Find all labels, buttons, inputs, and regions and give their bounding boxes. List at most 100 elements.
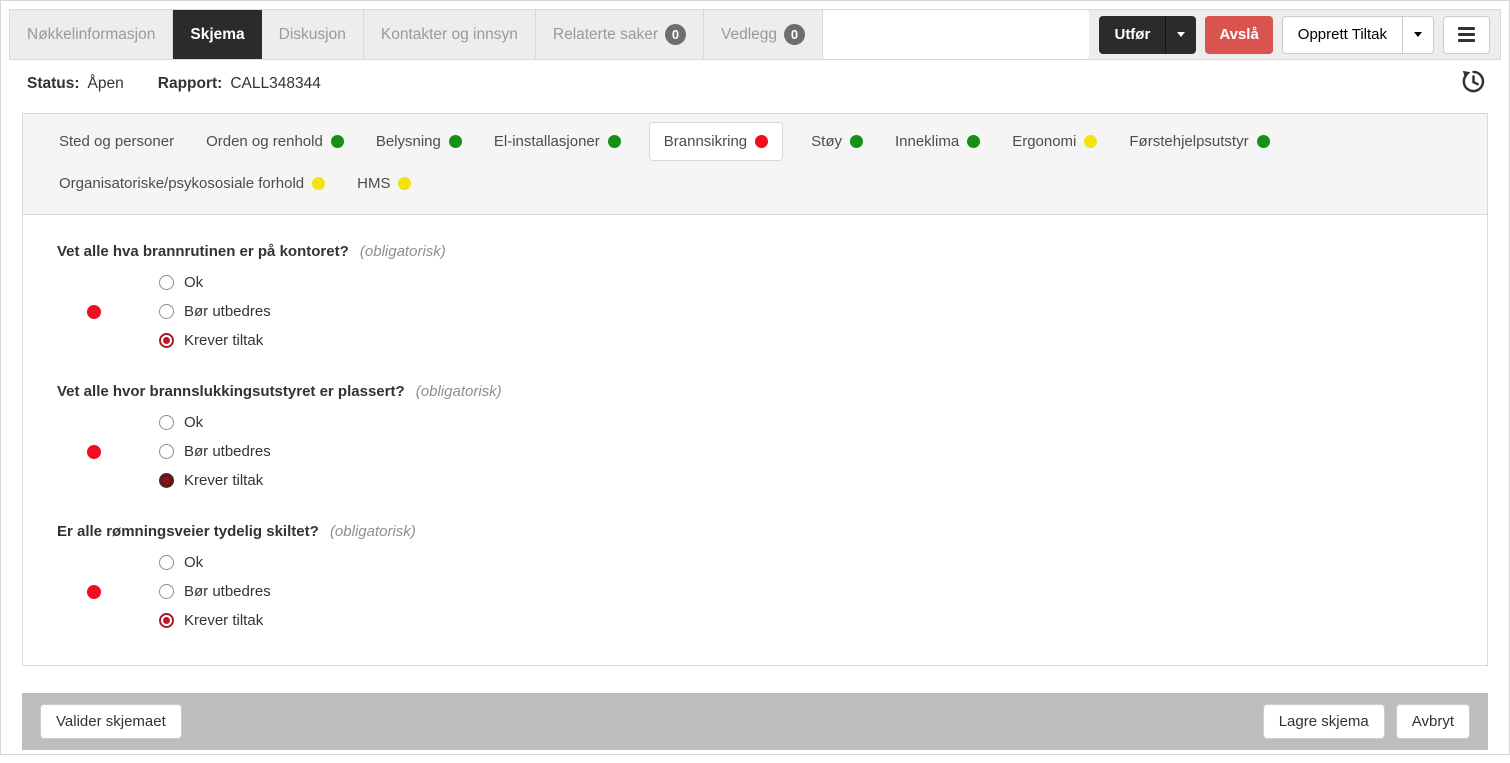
status-dot — [398, 176, 412, 190]
radio-label: Bør utbedres — [184, 583, 271, 600]
radio-icon-selected[interactable] — [159, 473, 174, 488]
section-tab-label: HMS — [357, 174, 391, 192]
radio-option-krever-tiltak[interactable]: Krever tiltak — [159, 328, 271, 353]
section-tab-label: Organisatoriske/psykososiale forhold — [59, 174, 305, 192]
question-brannslukkingsutstyret: Vet alle hvor brannslukkingsutstyret er … — [57, 383, 1453, 493]
radio-group: Ok Bør utbedres Krever tiltak — [159, 550, 271, 633]
section-tab-label: Belysning — [375, 132, 441, 150]
history-button[interactable] — [1460, 68, 1487, 98]
avsla-button[interactable]: Avslå — [1205, 15, 1273, 54]
tab-nokkelinformasjon[interactable]: Nøkkelinformasjon — [10, 10, 174, 59]
toolbar-empty-area — [823, 10, 1090, 59]
section-tab-orden-og-renhold[interactable]: Orden og renhold — [206, 133, 344, 150]
chevron-down-icon — [1177, 32, 1186, 37]
section-tab-label: Ergonomi — [1012, 132, 1077, 150]
tab-kontakter-og-innsyn[interactable]: Kontakter og innsyn — [364, 10, 536, 59]
tab-relaterte-saker[interactable]: Relaterte saker 0 — [536, 10, 704, 59]
radio-option-ok[interactable]: Ok — [159, 410, 271, 435]
utfor-dropdown-button[interactable] — [1165, 15, 1196, 54]
tab-diskusjon[interactable]: Diskusjon — [262, 10, 364, 59]
form-panel: Sted og personer Orden og renhold Belysn… — [22, 113, 1488, 666]
required-label: (obligatorisk) — [329, 523, 416, 540]
question-text: Vet alle hvor brannslukkingsutstyret er … — [57, 383, 405, 400]
section-tab-row-2: Organisatoriske/psykososiale forhold HMS — [43, 162, 1487, 204]
tab-label: Vedlegg — [720, 25, 778, 43]
radio-option-bor-utbedres[interactable]: Bør utbedres — [159, 579, 271, 604]
section-tab-el-installasjoner[interactable]: El-installasjoner — [494, 133, 621, 150]
radio-label: Krever tiltak — [184, 472, 264, 489]
section-tab-stoy[interactable]: Støy — [811, 133, 863, 150]
utfor-split-button: Utfør — [1099, 15, 1197, 54]
radio-icon[interactable] — [159, 555, 174, 570]
tab-skjema[interactable]: Skjema — [173, 10, 262, 59]
radio-option-ok[interactable]: Ok — [159, 550, 271, 575]
radio-option-ok[interactable]: Ok — [159, 270, 271, 295]
status-row: Status: Åpen Rapport: CALL348344 — [9, 60, 1501, 102]
radio-label: Ok — [184, 414, 204, 431]
radio-icon[interactable] — [159, 304, 174, 319]
tab-label: Relaterte saker — [552, 25, 658, 43]
section-tab-organisatoriske[interactable]: Organisatoriske/psykososiale forhold — [59, 174, 326, 192]
section-tab-belysning[interactable]: Belysning — [376, 133, 462, 150]
question-title: Vet alle hvor brannslukkingsutstyret er … — [57, 383, 1453, 400]
section-tab-ergonomi[interactable]: Ergonomi — [1012, 132, 1098, 150]
radio-icon[interactable] — [159, 584, 174, 599]
history-icon — [1462, 70, 1485, 93]
section-tab-label: Orden og renhold — [206, 132, 323, 150]
tab-label: Diskusjon — [278, 25, 346, 43]
question-title: Vet alle hva brannrutinen er på kontoret… — [57, 243, 1453, 260]
radio-group: Ok Bør utbedres Krever tiltak — [159, 410, 271, 493]
utfor-button[interactable]: Utfør — [1099, 16, 1165, 54]
report-value: CALL348344 — [230, 75, 321, 92]
required-label: (obligatorisk) — [359, 243, 446, 260]
radio-icon[interactable] — [159, 444, 174, 459]
radio-label: Krever tiltak — [184, 612, 264, 629]
radio-option-krever-tiltak[interactable]: Krever tiltak — [159, 468, 271, 493]
section-tab-inneklima[interactable]: Inneklima — [894, 132, 981, 150]
question-status-dot — [87, 304, 101, 319]
required-label: (obligatorisk) — [415, 383, 502, 400]
radio-option-krever-tiltak[interactable]: Krever tiltak — [159, 608, 271, 633]
section-tab-hms[interactable]: HMS — [357, 174, 412, 192]
status-value: Åpen — [87, 75, 124, 92]
radio-icon[interactable] — [159, 415, 174, 430]
lagre-skjema-button[interactable]: Lagre skjema — [1262, 704, 1385, 739]
count-badge: 0 — [784, 24, 806, 45]
valider-skjemaet-button[interactable]: Valider skjemaet — [40, 704, 182, 739]
footer-right-buttons: Lagre skjema Avbryt — [1262, 704, 1470, 739]
question-body: Ok Bør utbedres Krever tiltak — [57, 550, 1453, 633]
radio-icon[interactable] — [159, 275, 174, 290]
section-tab-brannsikring[interactable]: Brannsikring — [648, 121, 784, 161]
opprett-tiltak-button[interactable]: Opprett Tiltak — [1283, 17, 1402, 53]
question-brannrutinen: Vet alle hva brannrutinen er på kontoret… — [57, 243, 1453, 353]
avbryt-button[interactable]: Avbryt — [1395, 704, 1470, 739]
radio-icon-selected[interactable] — [159, 613, 174, 628]
status-dot — [755, 134, 769, 148]
section-tab-label: Inneklima — [894, 132, 960, 150]
questions-area: Vet alle hva brannrutinen er på kontoret… — [23, 215, 1487, 665]
status-dot — [849, 134, 863, 148]
radio-icon-selected[interactable] — [159, 333, 174, 348]
section-tab-sted-og-personer[interactable]: Sted og personer — [59, 133, 174, 150]
radio-option-bor-utbedres[interactable]: Bør utbedres — [159, 299, 271, 324]
status-dot — [1084, 134, 1098, 148]
menu-button[interactable] — [1443, 15, 1490, 54]
top-tab-bar: Nøkkelinformasjon Skjema Diskusjon Konta… — [9, 9, 1501, 60]
footer-bar: Valider skjemaet Lagre skjema Avbryt — [22, 693, 1488, 750]
question-status-dot — [87, 584, 101, 599]
status-dot — [607, 134, 621, 148]
section-tab-label: El-installasjoner — [493, 132, 600, 150]
question-status-dot — [87, 444, 101, 459]
chevron-down-icon — [1414, 32, 1422, 37]
opprett-tiltak-dropdown-button[interactable] — [1402, 16, 1433, 53]
section-tab-forstehjelpsutstyr[interactable]: Førstehjelpsutstyr — [1129, 133, 1270, 150]
question-text: Vet alle hva brannrutinen er på kontoret… — [57, 243, 349, 260]
tab-vedlegg[interactable]: Vedlegg 0 — [704, 10, 824, 59]
question-romningsveier: Er alle rømningsveier tydelig skiltet? (… — [57, 523, 1453, 633]
count-badge: 0 — [664, 24, 686, 45]
section-tab-label: Brannsikring — [663, 132, 748, 150]
radio-option-bor-utbedres[interactable]: Bør utbedres — [159, 439, 271, 464]
radio-group: Ok Bør utbedres Krever tiltak — [159, 270, 271, 353]
question-title: Er alle rømningsveier tydelig skiltet? (… — [57, 523, 1453, 540]
